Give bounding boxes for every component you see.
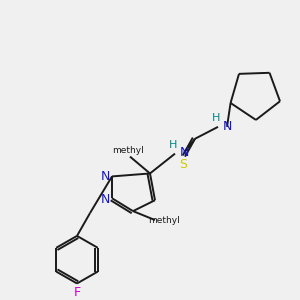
- Text: N: N: [223, 120, 232, 134]
- Text: methyl: methyl: [112, 146, 144, 155]
- Text: S: S: [179, 158, 187, 171]
- Text: N: N: [100, 193, 110, 206]
- Text: F: F: [74, 286, 81, 299]
- Text: N: N: [180, 146, 189, 159]
- Text: H: H: [212, 113, 220, 123]
- Text: methyl: methyl: [148, 215, 180, 224]
- Text: N: N: [100, 170, 110, 183]
- Text: H: H: [169, 140, 177, 150]
